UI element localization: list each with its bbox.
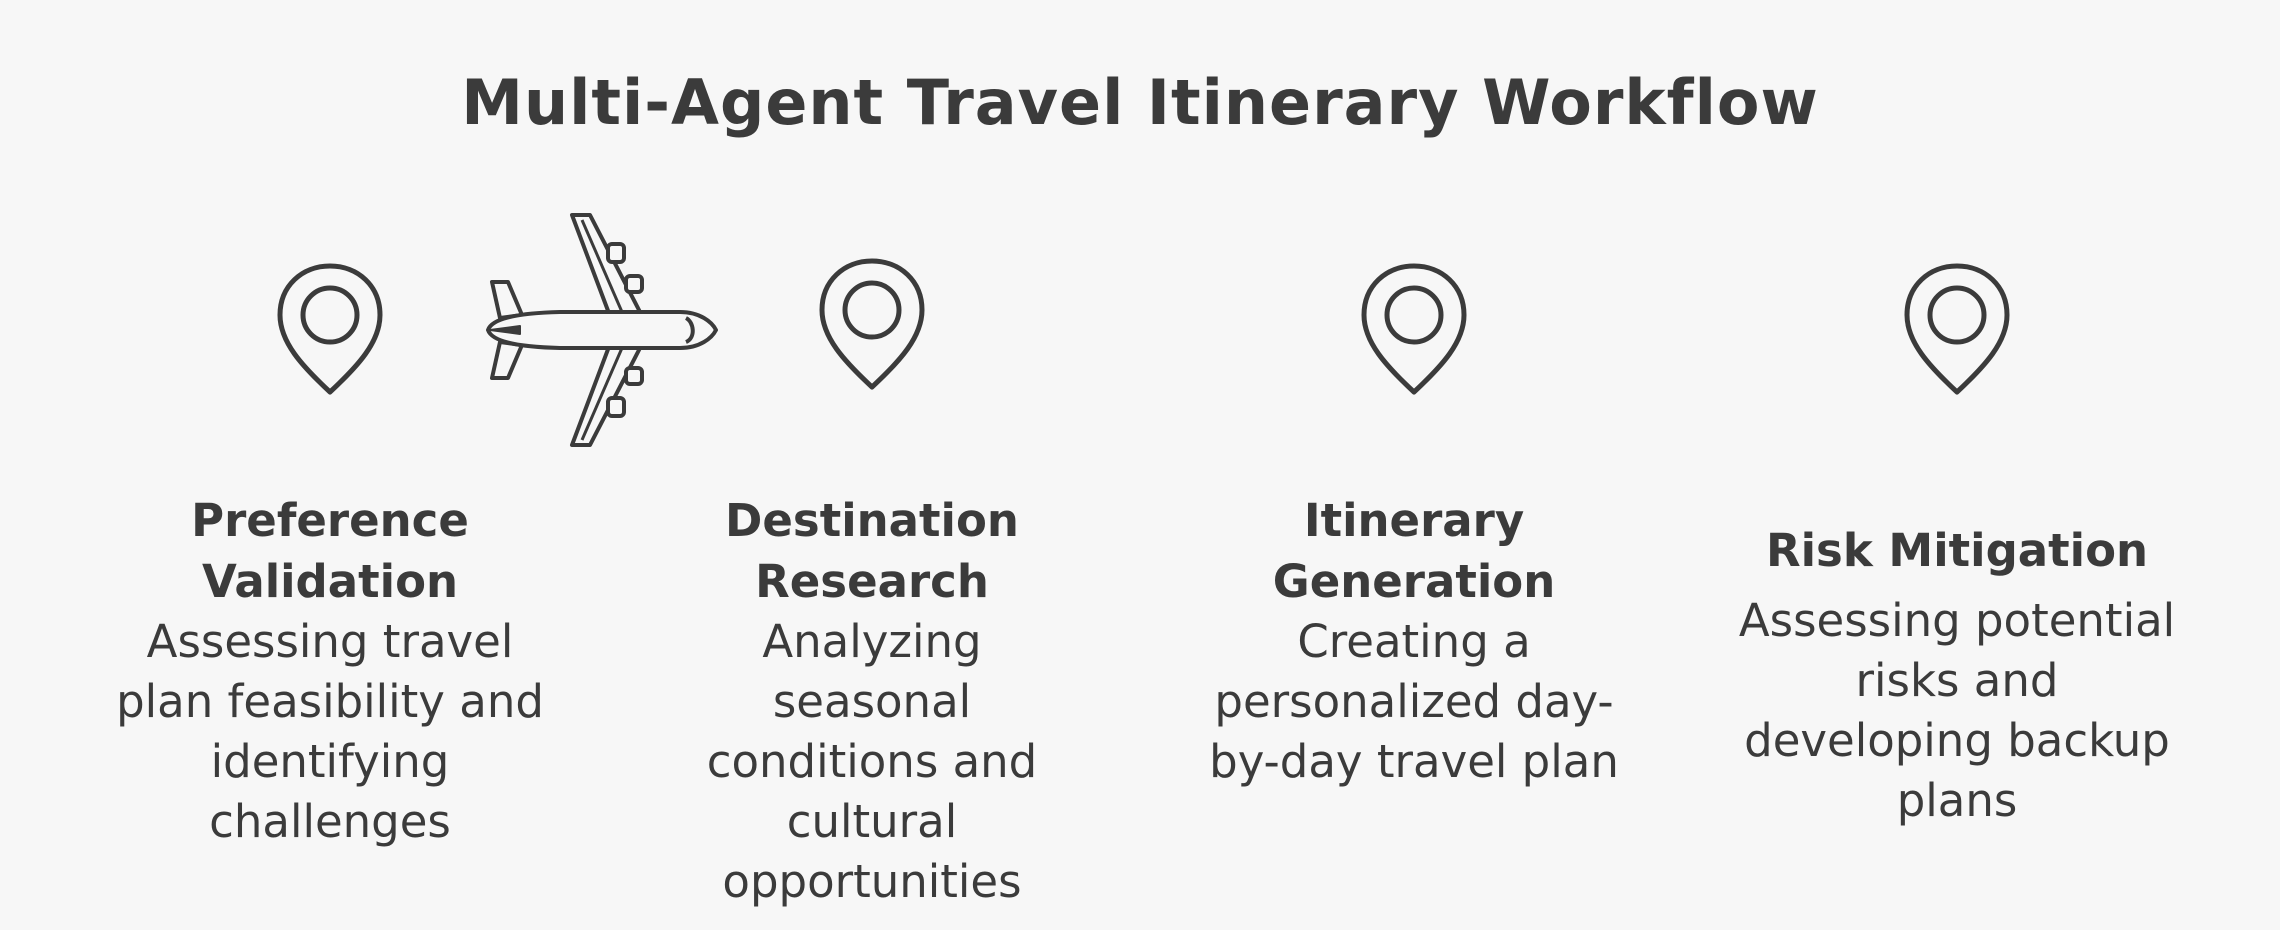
stage-title-line: Research bbox=[755, 555, 989, 608]
map-pin-icon bbox=[819, 258, 925, 390]
stage-title-line: Generation bbox=[1272, 555, 1556, 608]
stage-title-line: Itinerary bbox=[1303, 494, 1525, 547]
stage-description-line: challenges bbox=[209, 795, 451, 848]
stage-title: Itinerary Generation bbox=[1154, 490, 1674, 612]
stage-description-line: opportunities bbox=[722, 855, 1022, 908]
stage-description-line: by-day travel plan bbox=[1209, 735, 1619, 788]
stage-title-line: Validation bbox=[201, 555, 459, 608]
stage-destination-research: Destination Research Analyzing seasonal … bbox=[612, 490, 1132, 912]
stage-description-line: Assessing travel bbox=[146, 615, 514, 668]
map-pin-icon bbox=[1904, 263, 2010, 395]
stage-description: Creating a personalized day- by-day trav… bbox=[1154, 612, 1674, 792]
stage-itinerary-generation: Itinerary Generation Creating a personal… bbox=[1154, 490, 1674, 792]
diagram-title: Multi-Agent Travel Itinerary Workflow bbox=[461, 66, 1819, 139]
stage-description: Analyzing seasonal conditions and cultur… bbox=[612, 612, 1132, 912]
stage-description-line: cultural bbox=[786, 795, 958, 848]
stage-title: Risk Mitigation bbox=[1697, 520, 2217, 581]
stage-description-line: Analyzing bbox=[762, 615, 982, 668]
stage-description-line: conditions and bbox=[706, 735, 1038, 788]
stage-description-line: plans bbox=[1896, 774, 2018, 827]
stage-risk-mitigation: Risk Mitigation Assessing potential risk… bbox=[1697, 520, 2217, 831]
map-pin-icon bbox=[1361, 263, 1467, 395]
stage-description-line: Assessing potential bbox=[1738, 594, 2176, 647]
stage-description: Assessing travel plan feasibility and id… bbox=[70, 612, 590, 852]
stage-description-line: plan feasibility and bbox=[116, 675, 544, 728]
stage-preference-validation: Preference Validation Assessing travel p… bbox=[70, 490, 590, 852]
stage-description-line: risks and bbox=[1855, 654, 2059, 707]
stage-title-line: Destination bbox=[725, 494, 1019, 547]
airplane-icon bbox=[486, 213, 718, 447]
stage-description-line: seasonal bbox=[772, 675, 972, 728]
stage-title: Destination Research bbox=[612, 490, 1132, 612]
map-pin-icon bbox=[277, 263, 383, 395]
stage-title-line: Preference bbox=[191, 494, 469, 547]
stage-description-line: Creating a bbox=[1297, 615, 1531, 668]
stage-description: Assessing potential risks and developing… bbox=[1697, 591, 2217, 831]
stage-description-line: personalized day- bbox=[1214, 675, 1614, 728]
stage-title: Preference Validation bbox=[70, 490, 590, 612]
stage-title-line: Risk Mitigation bbox=[1765, 524, 2149, 577]
stage-description-line: identifying bbox=[210, 735, 450, 788]
stage-description-line: developing backup bbox=[1744, 714, 2170, 767]
